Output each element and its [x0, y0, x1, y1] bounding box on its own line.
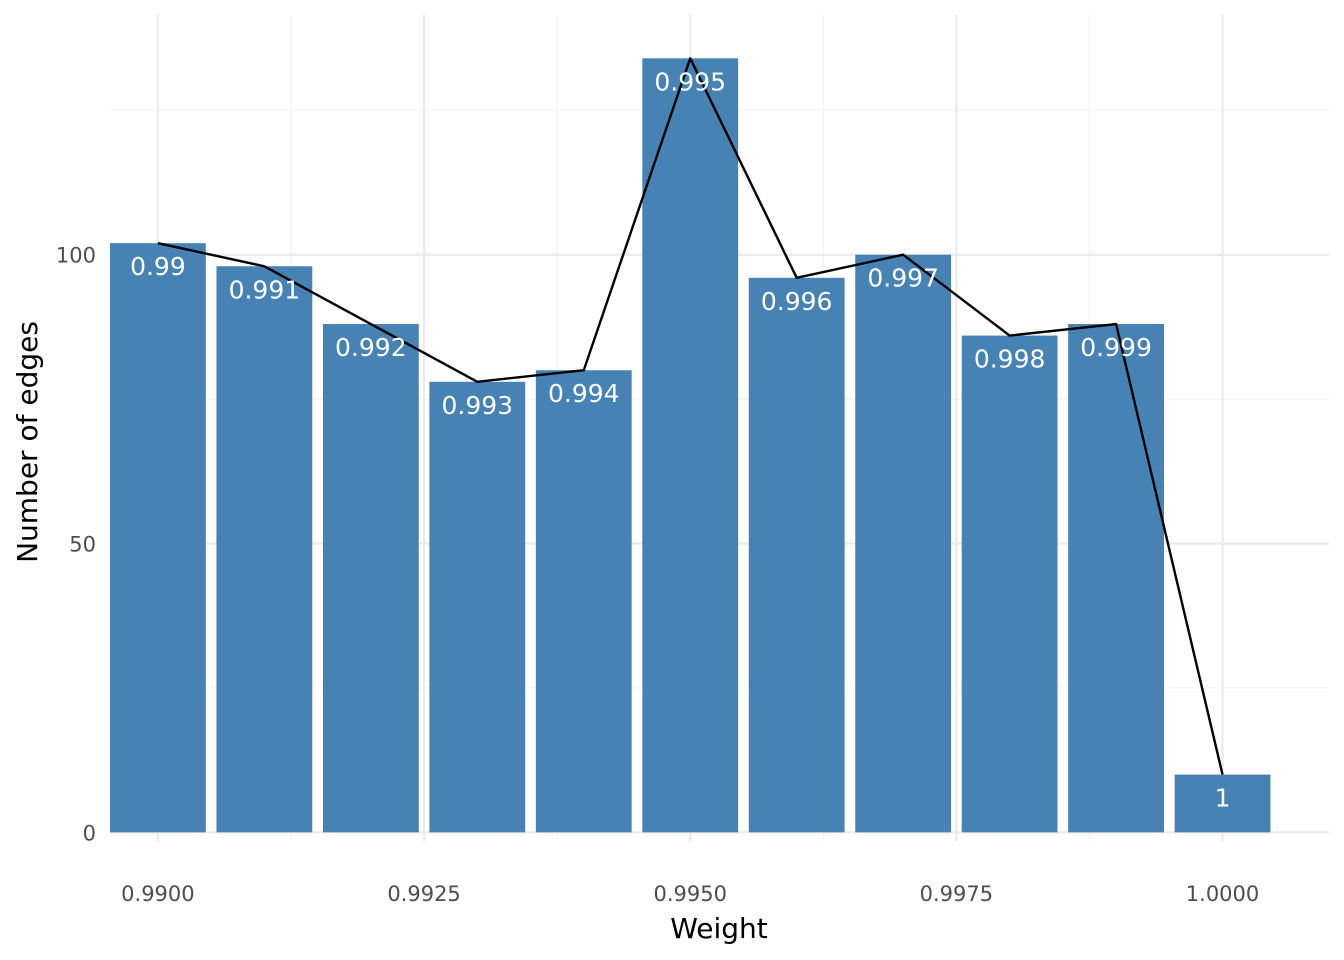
y-axis-ticks: 0 50 100 [56, 244, 96, 846]
bar [535, 370, 632, 833]
bar [855, 254, 952, 833]
bar [110, 243, 206, 833]
bar [322, 324, 419, 833]
x-tick-label: 0.9950 [653, 882, 726, 906]
y-axis-title: Number of edges [11, 321, 44, 563]
trend-line-group [157, 57, 1224, 775]
y-tick-label: 0 [83, 821, 96, 845]
bar-labels: 0.99 0.991 0.992 0.993 0.994 0.995 0.996 0.997 0… [130, 67, 1230, 812]
bar [642, 58, 739, 833]
bar [961, 335, 1058, 833]
bar [429, 381, 526, 833]
bar-value-label: 0.99 [130, 252, 186, 281]
bar [1174, 774, 1271, 833]
bar-value-label: 0.997 [867, 264, 939, 293]
bar-value-label: 0.996 [761, 287, 833, 316]
x-tick-label: 0.9975 [920, 882, 993, 906]
bar-value-label: 0.999 [1080, 333, 1152, 362]
trend-line [157, 57, 1224, 775]
x-tick-label: 0.9900 [121, 882, 194, 906]
bars [110, 58, 1271, 833]
bar-value-label: 0.998 [974, 345, 1046, 374]
x-axis-ticks: 0.9900 0.9925 0.9950 0.9975 1.0000 [121, 882, 1259, 906]
bar-value-label: 0.991 [229, 275, 301, 304]
bar-value-label: 0.994 [548, 379, 620, 408]
bar-value-label: 0.995 [654, 67, 726, 96]
y-tick-label: 100 [56, 244, 96, 268]
x-axis-title: Weight [670, 912, 768, 945]
bar [748, 277, 845, 833]
x-tick-label: 1.0000 [1186, 882, 1259, 906]
y-tick-label: 50 [69, 533, 96, 557]
bar [216, 266, 313, 833]
x-tick-label: 0.9925 [387, 882, 460, 906]
bar [1068, 324, 1164, 833]
bar-value-label: 1 [1215, 784, 1231, 813]
bar-value-label: 0.993 [442, 391, 514, 420]
bar-value-label: 0.992 [335, 333, 407, 362]
